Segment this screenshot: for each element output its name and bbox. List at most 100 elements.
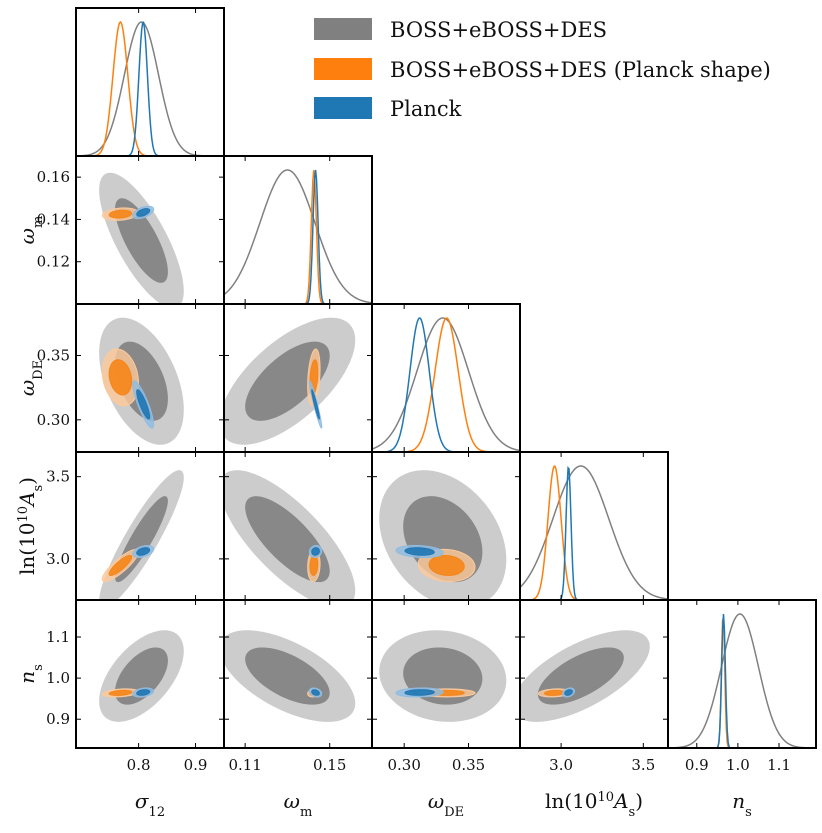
legend-label-boss-planck-shape: BOSS+eBOSS+DES (Planck shape)	[390, 58, 771, 82]
legend: BOSS+eBOSS+DES BOSS+eBOSS+DES (Planck sh…	[314, 18, 771, 121]
panel-s12-ns	[75, 599, 225, 749]
legend-label-boss: BOSS+eBOSS+DES	[390, 18, 607, 42]
x-axis-title-lnA: ln(1010As)	[545, 789, 643, 820]
y-tick-label-ns: 0.9	[46, 710, 70, 728]
contour-68-planck	[136, 208, 151, 217]
panel-ode-lnA	[371, 451, 521, 601]
panel-content	[99, 172, 184, 304]
x-axis-title-ns: ns	[732, 789, 752, 820]
x-tick-label-ode: 0.35	[452, 756, 485, 774]
contour-68-planck	[311, 389, 320, 420]
legend-swatch-planck	[314, 97, 372, 119]
x-axis-title-om: ωm	[284, 789, 313, 820]
panel-om-om	[223, 155, 373, 305]
panel-lnA-lnA	[519, 451, 669, 601]
contour-68-boss-planck-shape	[544, 689, 566, 696]
contour-68-boss-planck-shape	[309, 554, 319, 576]
panel-content	[668, 613, 816, 748]
y-axis-title-ns: ns	[15, 664, 46, 684]
panel-s12-om	[75, 155, 225, 305]
x-tick-label-ode: 0.30	[387, 756, 420, 774]
x-axis-title-ode: ωDE	[428, 789, 464, 820]
x-tick-label-ns: 0.9	[685, 756, 709, 774]
legend-swatch-boss	[314, 18, 372, 40]
marginal-curve-planck	[224, 169, 372, 304]
contour-68-boss	[245, 341, 330, 421]
panel-s12-ode	[75, 303, 225, 453]
panel-s12-s12	[75, 7, 225, 157]
panel-om-ns	[223, 599, 373, 749]
x-tick-label-lnA: 3.5	[631, 756, 655, 774]
contour-68-planck	[136, 389, 151, 420]
panel-content	[224, 630, 356, 722]
marginal-curve-boss-planck-shape	[76, 20, 224, 156]
panel-content	[224, 169, 372, 304]
contour-68-planck	[136, 689, 151, 696]
marginal-curve-boss	[372, 317, 520, 452]
y-axis-title-ode: ωDE	[15, 360, 46, 396]
y-tick-label-om: 0.16	[37, 168, 70, 186]
panel-frame	[75, 7, 225, 157]
x-tick-label-lnA: 3.0	[549, 756, 573, 774]
y-tick-label-lnA: 3.0	[46, 550, 70, 568]
marginal-curve-boss	[224, 169, 372, 304]
panel-lnA-ns	[519, 599, 669, 749]
legend-swatch-boss-planck-shape	[314, 58, 372, 80]
contour-68-boss-planck-shape	[108, 209, 133, 219]
panel-frame	[667, 599, 817, 749]
y-axis-title-lnA: ln(1010As)	[15, 477, 46, 575]
panel-content	[76, 20, 224, 156]
x-tick-label-om: 0.15	[313, 756, 346, 774]
x-tick-label-s12: 0.9	[184, 756, 208, 774]
contour-68-planck	[136, 547, 151, 556]
y-tick-label-ode: 0.30	[37, 411, 70, 429]
x-axis-title-s12: σ12	[135, 789, 165, 820]
x-tick-label-om: 0.11	[228, 756, 261, 774]
marginal-curve-boss-planck-shape	[372, 317, 520, 452]
panel-s12-lnA	[75, 451, 225, 601]
y-tick-label-om: 0.12	[37, 253, 70, 271]
contour-68-boss-planck-shape	[108, 359, 133, 396]
panel-ns-ns	[667, 599, 817, 749]
panel-content	[520, 465, 668, 600]
y-axis-title-om: ωm	[15, 216, 46, 245]
y-tick-label-ns: 1.1	[46, 628, 70, 646]
marginal-curve-boss-planck-shape	[668, 617, 816, 748]
marginal-curve-planck	[76, 21, 224, 156]
panel-content	[224, 317, 356, 445]
contour-68-boss	[114, 198, 168, 283]
contour-68-boss-planck-shape	[108, 554, 133, 576]
panel-content	[520, 630, 650, 722]
x-tick-label-s12: 0.8	[127, 756, 151, 774]
panel-content	[379, 630, 507, 722]
marginal-curve-planck	[668, 613, 816, 748]
panel-om-lnA	[223, 451, 373, 601]
x-tick-label-ns: 1.1	[767, 756, 791, 774]
contour-68-boss-planck-shape	[108, 689, 133, 696]
marginal-curve-boss	[520, 465, 668, 600]
panel-om-ode	[223, 303, 373, 453]
contour-68-planck	[311, 689, 320, 696]
contour-68-planck	[564, 689, 573, 696]
y-tick-label-ode: 0.35	[37, 346, 70, 364]
contour-68-boss	[245, 647, 330, 705]
panel-content	[379, 470, 507, 600]
contour-68-boss-planck-shape	[428, 554, 465, 576]
contour-68-planck	[311, 547, 320, 556]
marginal-curve-boss	[76, 21, 224, 156]
marginal-curve-planck	[372, 317, 520, 452]
panel-content	[372, 317, 520, 452]
marginal-curve-boss-planck-shape	[224, 170, 372, 304]
y-tick-label-om: 0.14	[37, 210, 70, 228]
panel-content	[99, 317, 184, 445]
panel-content	[99, 470, 184, 600]
x-tick-label-ns: 1.0	[726, 756, 750, 774]
y-tick-label-lnA: 3.5	[46, 468, 70, 486]
panel-content	[224, 470, 356, 600]
legend-label-planck: Planck	[390, 97, 462, 121]
contour-68-planck	[404, 689, 435, 696]
contour-68-planck	[404, 547, 435, 556]
marginal-curve-boss-planck-shape	[520, 465, 668, 600]
